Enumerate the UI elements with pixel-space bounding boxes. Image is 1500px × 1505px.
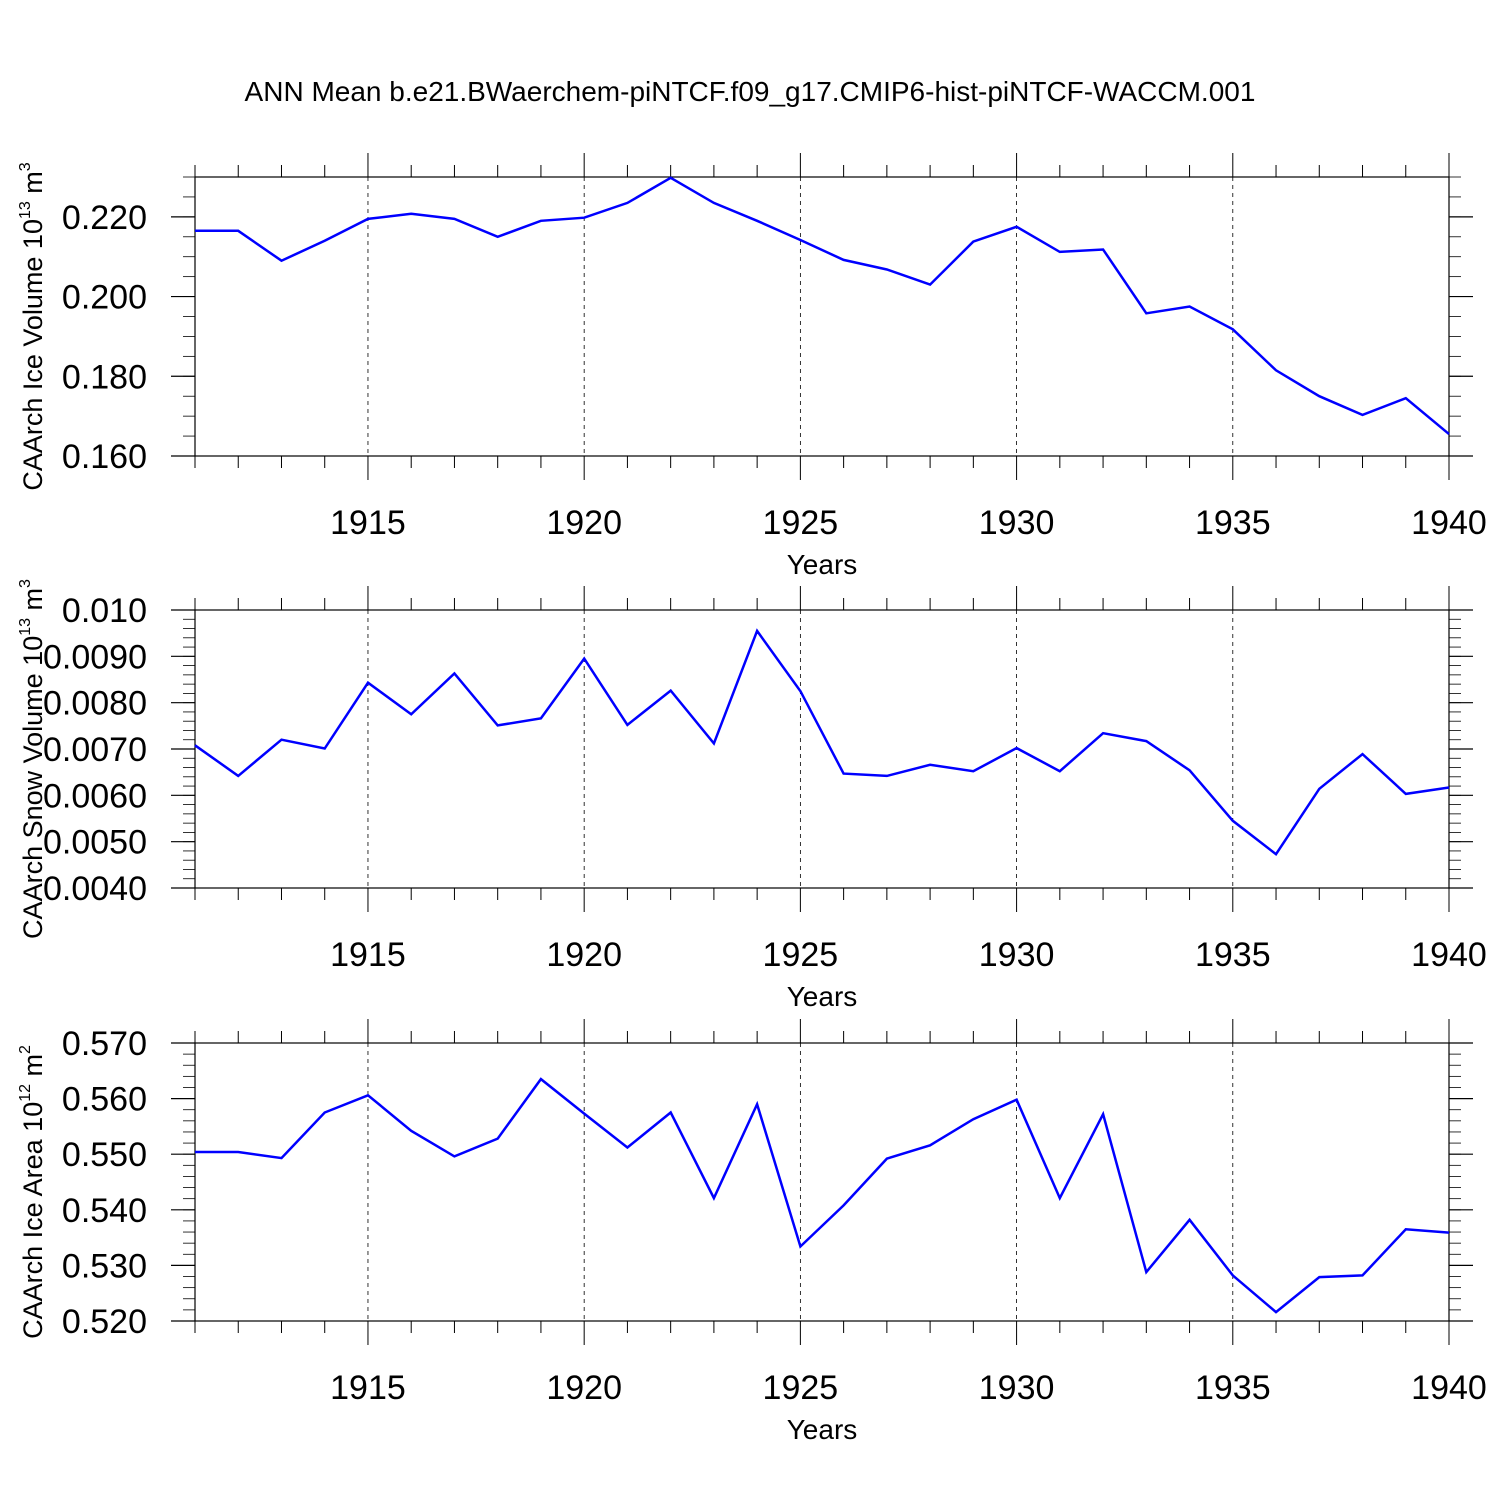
y-axis-label-exponent: 12 (17, 1084, 34, 1102)
x-tick-label: 1915 (330, 504, 406, 542)
y-tick-label: 0.010 (62, 592, 147, 630)
x-tick-label: 1920 (546, 936, 622, 974)
y-axis-label-text: CAArch Ice Area 10 (18, 1102, 48, 1339)
series-line (195, 178, 1449, 434)
y-tick-label: 0.180 (62, 358, 147, 396)
y-tick-label: 0.550 (62, 1136, 147, 1174)
y-tick-label: 0.160 (62, 438, 147, 476)
x-tick-label: 1940 (1411, 504, 1487, 542)
x-tick-label: 1935 (1195, 1369, 1271, 1407)
x-tick-label: 1935 (1195, 504, 1271, 542)
x-tick-label: 1930 (979, 504, 1055, 542)
y-axis-label: CAArch Snow Volume 1013 m3 (17, 579, 48, 939)
x-tick-label: 1935 (1195, 936, 1271, 974)
y-axis-label: CAArch Ice Volume 1013 m3 (17, 162, 48, 490)
y-tick-label: 0.0060 (43, 777, 147, 815)
y-tick-label: 0.560 (62, 1081, 147, 1119)
x-tick-label: 1940 (1411, 936, 1487, 974)
y-axis-label-unit-exponent: 3 (17, 162, 34, 171)
y-tick-label: 0.0050 (43, 824, 147, 862)
y-tick-label: 0.530 (62, 1247, 147, 1285)
plot-frame (195, 610, 1449, 888)
x-tick-label: 1930 (979, 1369, 1055, 1407)
y-tick-label: 0.0080 (43, 685, 147, 723)
y-axis-label-text: CAArch Snow Volume 10 (18, 636, 48, 939)
y-tick-label: 0.220 (62, 199, 147, 237)
plot-frame (195, 1043, 1449, 1321)
panel-2: 0.0040 0.0050 0.0060 0.0070 0.0080 0.0090 0.01… (17, 579, 1487, 1012)
x-tick-label: 1915 (330, 1369, 406, 1407)
y-axis-label-text: CAArch Ice Volume 10 (18, 219, 48, 491)
y-tick-label: 0.0070 (43, 731, 147, 769)
series-line (195, 1079, 1449, 1312)
y-axis-label-unit-exponent: 3 (17, 579, 34, 588)
plot-frame (195, 177, 1449, 456)
y-axis-label-unit-exponent: 2 (17, 1045, 34, 1054)
y-tick-label: 0.570 (62, 1025, 147, 1063)
panel-1: 0.160 0.180 0.200 0.220 1915 1920 1925 1930 1935… (17, 153, 1487, 580)
x-tick-label: 1930 (979, 936, 1055, 974)
chart-title: ANN Mean b.e21.BWaerchem-piNTCF.f09_g17.… (0, 76, 1500, 108)
y-tick-label: 0.0090 (43, 638, 147, 676)
y-axis-label-unit: m (18, 588, 48, 618)
y-tick-label: 0.520 (62, 1303, 147, 1341)
x-tick-label: 1920 (546, 1369, 622, 1407)
x-axis-label: Years (787, 549, 858, 580)
x-tick-label: 1925 (763, 936, 839, 974)
y-axis-label-unit: m (18, 1054, 48, 1084)
series-line (195, 631, 1449, 854)
y-tick-label: 0.200 (62, 279, 147, 317)
y-axis-label: CAArch Ice Area 1012 m2 (17, 1045, 48, 1339)
y-axis-label-exponent: 13 (17, 618, 34, 636)
y-axis-label-exponent: 13 (17, 201, 34, 219)
x-tick-label: 1925 (763, 504, 839, 542)
x-axis-label: Years (787, 1414, 858, 1445)
x-tick-label: 1925 (763, 1369, 839, 1407)
y-axis-label-unit: m (18, 171, 48, 201)
y-tick-label: 0.540 (62, 1192, 147, 1230)
x-tick-label: 1940 (1411, 1369, 1487, 1407)
x-tick-label: 1920 (546, 504, 622, 542)
panel-3: 0.520 0.530 0.540 0.550 0.560 0.570 1915 1920 19… (17, 1019, 1487, 1445)
x-tick-label: 1915 (330, 936, 406, 974)
y-tick-label: 0.0040 (43, 870, 147, 908)
x-axis-label: Years (787, 981, 858, 1012)
